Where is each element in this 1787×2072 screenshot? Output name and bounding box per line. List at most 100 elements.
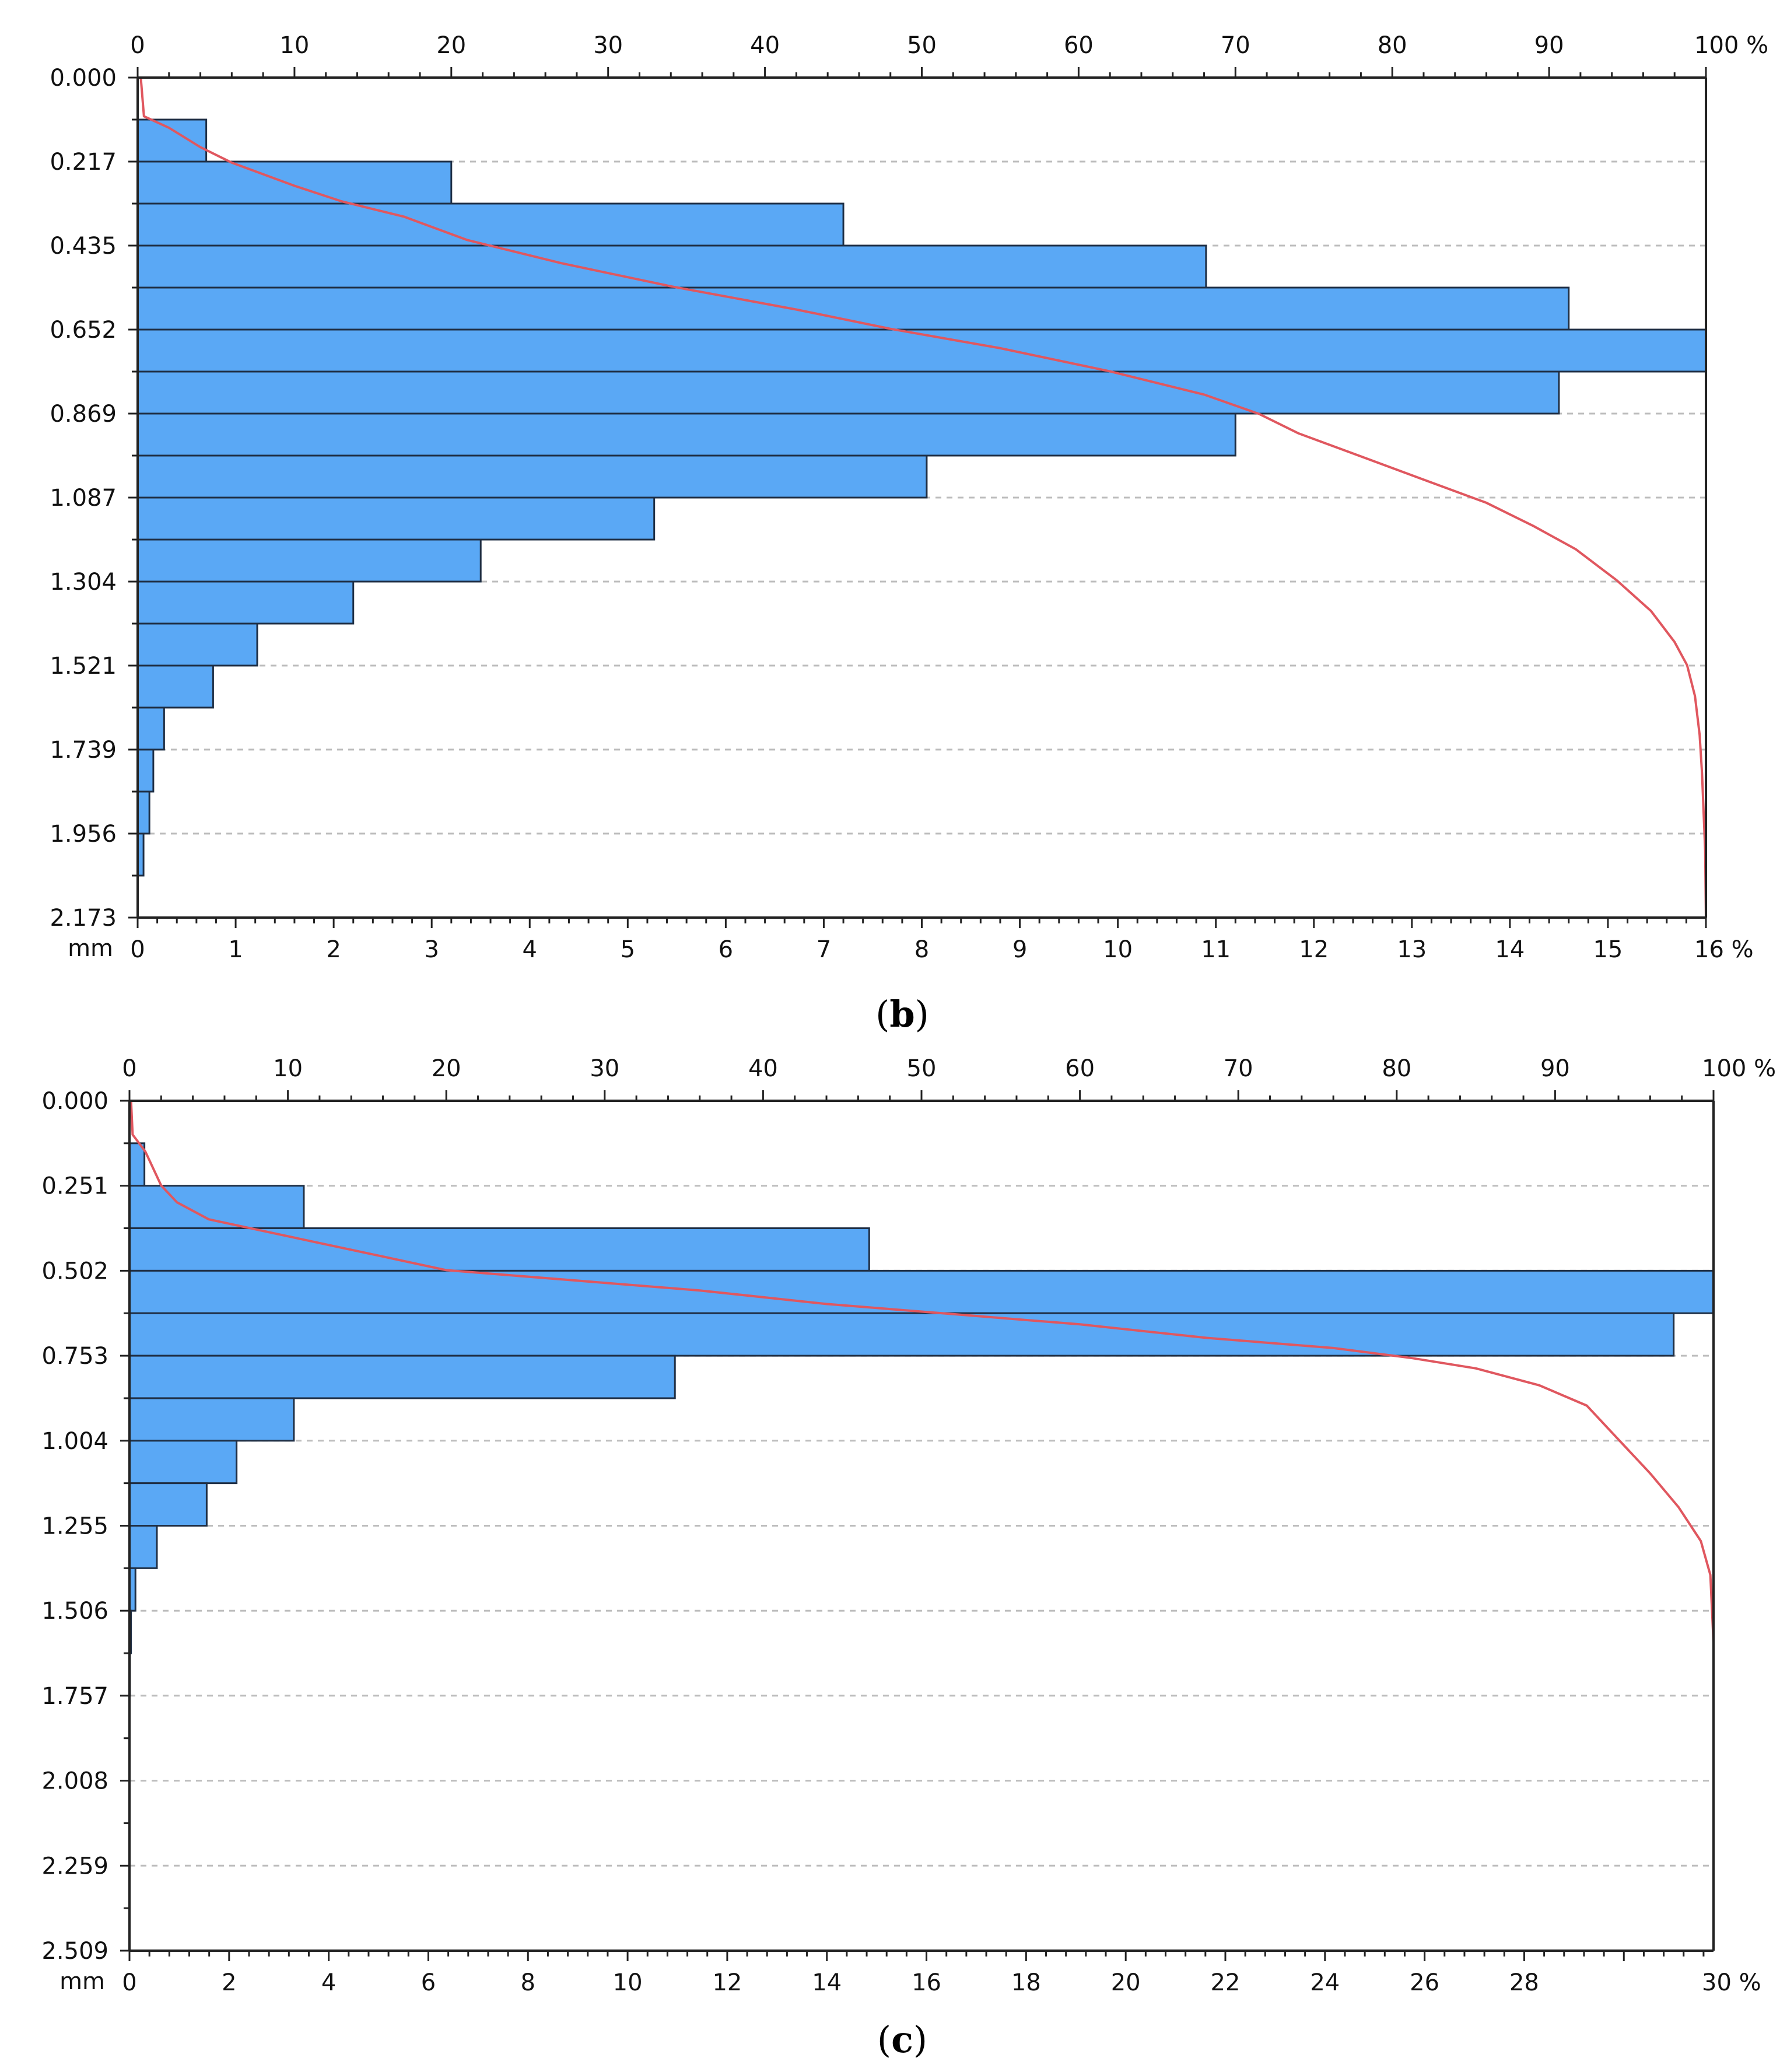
- bottom-tick-label: 24: [1310, 1969, 1340, 1996]
- bottom-tick-label: 4: [321, 1969, 336, 1996]
- y-tick-label: 1.506: [41, 1598, 108, 1625]
- histogram-bar: [136, 118, 208, 163]
- histogram-bar: [128, 1354, 676, 1399]
- bottom-tick-label: 13: [1397, 936, 1427, 963]
- histogram-bar: [128, 1397, 295, 1442]
- bottom-tick-label: 14: [812, 1969, 842, 1996]
- histogram-bar: [136, 370, 1560, 415]
- histogram-bar: [136, 328, 1707, 373]
- cumulative-curve: [139, 77, 1707, 918]
- caption-b: (b): [875, 993, 929, 1035]
- histogram-bar: [128, 1269, 1715, 1314]
- bottom-tick-label: 10: [613, 1969, 643, 1996]
- y-axis-unit: mm: [59, 1968, 105, 1995]
- bottom-tick-label: 11: [1201, 936, 1231, 963]
- y-tick-label: 0.000: [41, 1088, 108, 1115]
- top-tick-label: 40: [748, 1055, 778, 1082]
- y-tick-label: 1.757: [41, 1683, 108, 1710]
- histogram-bar: [136, 244, 1207, 289]
- histogram-bar: [136, 496, 656, 541]
- top-tick-label: 50: [907, 32, 937, 59]
- top-tick-label: 60: [1065, 1055, 1095, 1082]
- y-tick-label: 0.435: [50, 233, 117, 260]
- histogram-bar: [136, 748, 155, 793]
- top-axis-end-label: 100 %: [1694, 32, 1768, 59]
- y-tick-label: 2.509: [41, 1938, 108, 1965]
- y-tick-label: 0.502: [41, 1258, 108, 1284]
- y-tick-label: 2.259: [41, 1853, 108, 1880]
- top-tick-label: 30: [590, 1055, 619, 1082]
- y-tick-label: 1.255: [41, 1513, 108, 1540]
- histogram-bar: [128, 1227, 870, 1272]
- top-tick-label: 50: [907, 1055, 937, 1082]
- y-tick-label: 1.956: [50, 821, 117, 848]
- y-tick-label: 0.652: [50, 317, 117, 344]
- y-tick-label: 1.304: [50, 569, 117, 596]
- bottom-tick-label: 12: [1299, 936, 1329, 963]
- histogram-bar: [136, 538, 482, 583]
- histogram-bar: [136, 286, 1570, 331]
- bottom-tick-label: 14: [1495, 936, 1525, 963]
- bottom-tick-label: 26: [1410, 1969, 1439, 1996]
- histogram-bar: [136, 202, 845, 247]
- y-tick-label: 0.753: [41, 1343, 108, 1370]
- histogram-bar: [128, 1312, 1675, 1357]
- y-tick-label: 1.739: [50, 737, 117, 764]
- top-tick-label: 80: [1382, 1055, 1411, 1082]
- top-tick-label: 10: [273, 1055, 303, 1082]
- bottom-tick-label: 1: [228, 936, 243, 963]
- bottom-tick-label: 2: [326, 936, 341, 963]
- top-tick-label: 10: [279, 32, 309, 59]
- histogram-bar: [128, 1440, 238, 1485]
- y-tick-label: 0.869: [50, 401, 117, 428]
- y-tick-label: 0.000: [50, 65, 117, 92]
- bottom-tick-label: 22: [1211, 1969, 1241, 1996]
- bottom-tick-label: 20: [1111, 1969, 1141, 1996]
- histogram-bar: [128, 1525, 158, 1569]
- bottom-tick-label: 8: [521, 1969, 535, 1996]
- top-tick-label: 80: [1378, 32, 1407, 59]
- top-tick-label: 70: [1221, 32, 1250, 59]
- y-tick-label: 0.217: [50, 149, 117, 176]
- bottom-tick-label: 0: [130, 936, 145, 963]
- y-tick-label: 2.008: [41, 1768, 108, 1795]
- top-tick-label: 40: [750, 32, 780, 59]
- bottom-tick-label: 16: [912, 1969, 941, 1996]
- bottom-tick-label: 6: [421, 1969, 436, 1996]
- top-tick-label: 20: [432, 1055, 461, 1082]
- y-tick-label: 1.087: [50, 485, 117, 512]
- cumulative-curve: [129, 1100, 1715, 1951]
- bottom-tick-label: 12: [712, 1969, 742, 1996]
- y-tick-label: 2.173: [50, 905, 117, 932]
- bottom-tick-label: 4: [523, 936, 537, 963]
- top-tick-label: 20: [436, 32, 466, 59]
- y-tick-label: 1.004: [41, 1428, 108, 1455]
- bottom-axis-end-label: 16 %: [1694, 936, 1754, 963]
- caption-c: (c): [877, 2018, 927, 2061]
- bottom-tick-label: 6: [719, 936, 733, 963]
- histogram-panel-b: 0.000 0.217 0.435 0.652 0.869 1.087 1.304 1.521…: [50, 32, 1768, 963]
- top-tick-label: 70: [1224, 1055, 1253, 1082]
- top-tick-label: 30: [593, 32, 623, 59]
- top-tick-label: 60: [1064, 32, 1094, 59]
- histogram-bar: [136, 412, 1236, 457]
- bottom-tick-label: 2: [222, 1969, 236, 1996]
- bottom-tick-label: 28: [1509, 1969, 1539, 1996]
- bottom-tick-label: 15: [1593, 936, 1623, 963]
- histogram-bar: [128, 1142, 146, 1187]
- histogram-bar: [136, 454, 928, 499]
- bottom-tick-label: 3: [424, 936, 439, 963]
- bottom-tick-label: 9: [1012, 936, 1027, 963]
- histogram-bar: [136, 160, 453, 205]
- bottom-tick-label: 18: [1011, 1969, 1041, 1996]
- histogram-bar: [128, 1482, 208, 1527]
- top-tick-label: 90: [1540, 1055, 1570, 1082]
- bottom-tick-label: 7: [817, 936, 831, 963]
- y-tick-label: 0.251: [41, 1173, 108, 1200]
- top-tick-label: 0: [130, 32, 145, 59]
- histogram-bar: [136, 622, 258, 667]
- y-tick-label: 1.521: [50, 653, 117, 680]
- y-axis-unit: mm: [68, 935, 113, 962]
- histogram-bar: [136, 706, 165, 751]
